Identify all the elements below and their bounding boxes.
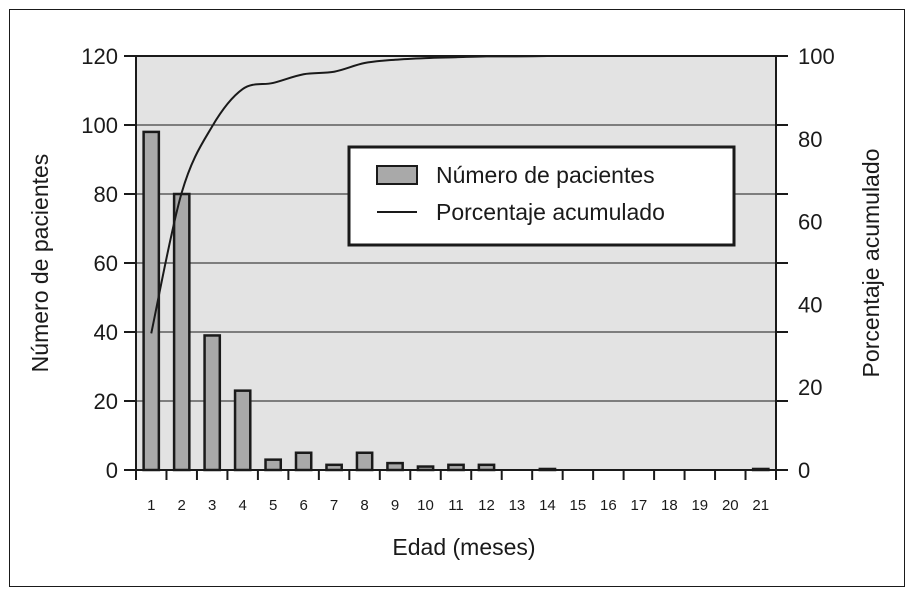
- x-tick-label: 10: [417, 497, 434, 514]
- x-tick-label: 11: [448, 497, 464, 514]
- bar-series: [142, 130, 770, 472]
- x-tick-label: 18: [661, 497, 678, 514]
- bar: [172, 192, 191, 472]
- y-tick-label: 20: [94, 389, 118, 414]
- y2-tick-label: 40: [798, 292, 822, 317]
- x-tick-label: 20: [722, 497, 739, 514]
- legend: Número de pacientes Porcentaje acumulado: [347, 145, 736, 247]
- y2-tick-label: 60: [798, 210, 822, 235]
- legend-box: [347, 145, 736, 247]
- x-tick-label: 15: [570, 497, 587, 514]
- x-tick-label: 17: [631, 497, 648, 514]
- x-tick-label: 21: [752, 497, 769, 514]
- y2-tick-label: 20: [798, 375, 822, 400]
- x-tick-label: 6: [299, 497, 307, 514]
- left-axis-ticks: 0 20 40 60 80 100 120: [81, 44, 136, 483]
- right-axis-ticks: 0 20 40 60 80 100: [776, 44, 835, 483]
- x-tick-label: 2: [178, 497, 186, 514]
- x-tick-label: 9: [391, 497, 399, 514]
- y-tick-label: 40: [94, 320, 118, 345]
- y-tick-label: 0: [106, 458, 118, 483]
- bar: [203, 334, 222, 472]
- x-tick-label: 14: [539, 497, 556, 514]
- x-tick-label: 16: [600, 497, 617, 514]
- bar: [386, 461, 404, 472]
- bar: [233, 389, 252, 472]
- x-tick-label: 12: [478, 497, 495, 514]
- legend-label-line: Porcentaje acumulado: [436, 199, 665, 225]
- x-axis-title: Edad (meses): [392, 534, 535, 560]
- bar: [355, 451, 374, 472]
- bar: [142, 130, 161, 472]
- legend-bar-swatch: [376, 165, 418, 185]
- y-tick-label: 120: [81, 44, 118, 69]
- x-tick-label: 8: [360, 497, 368, 514]
- y-tick-label: 80: [94, 182, 118, 207]
- x-tick-label: 5: [269, 497, 277, 514]
- x-axis-ticks: 1 2 3 4 5 6 7 8 9 10 11 12 13 14 15 16 17 18 19 20 21: [135, 470, 777, 514]
- x-tick-label: 3: [208, 497, 216, 514]
- x-tick-label: 19: [691, 497, 708, 514]
- x-tick-label: 7: [330, 497, 338, 514]
- y2-tick-label: 0: [798, 458, 810, 483]
- y2-axis-title: Porcentaje acumulado: [858, 149, 884, 378]
- y2-tick-label: 80: [798, 127, 822, 152]
- bar: [294, 451, 313, 472]
- y-tick-label: 100: [81, 113, 118, 138]
- bar: [264, 458, 283, 472]
- x-tick-label: 4: [238, 497, 246, 514]
- x-tick-label: 1: [147, 497, 155, 514]
- legend-label-bars: Número de pacientes: [436, 162, 655, 188]
- y2-tick-label: 100: [798, 44, 835, 69]
- x-tick-label: 13: [509, 497, 526, 514]
- y-tick-label: 60: [94, 251, 118, 276]
- y-axis-title: Número de pacientes: [27, 154, 53, 373]
